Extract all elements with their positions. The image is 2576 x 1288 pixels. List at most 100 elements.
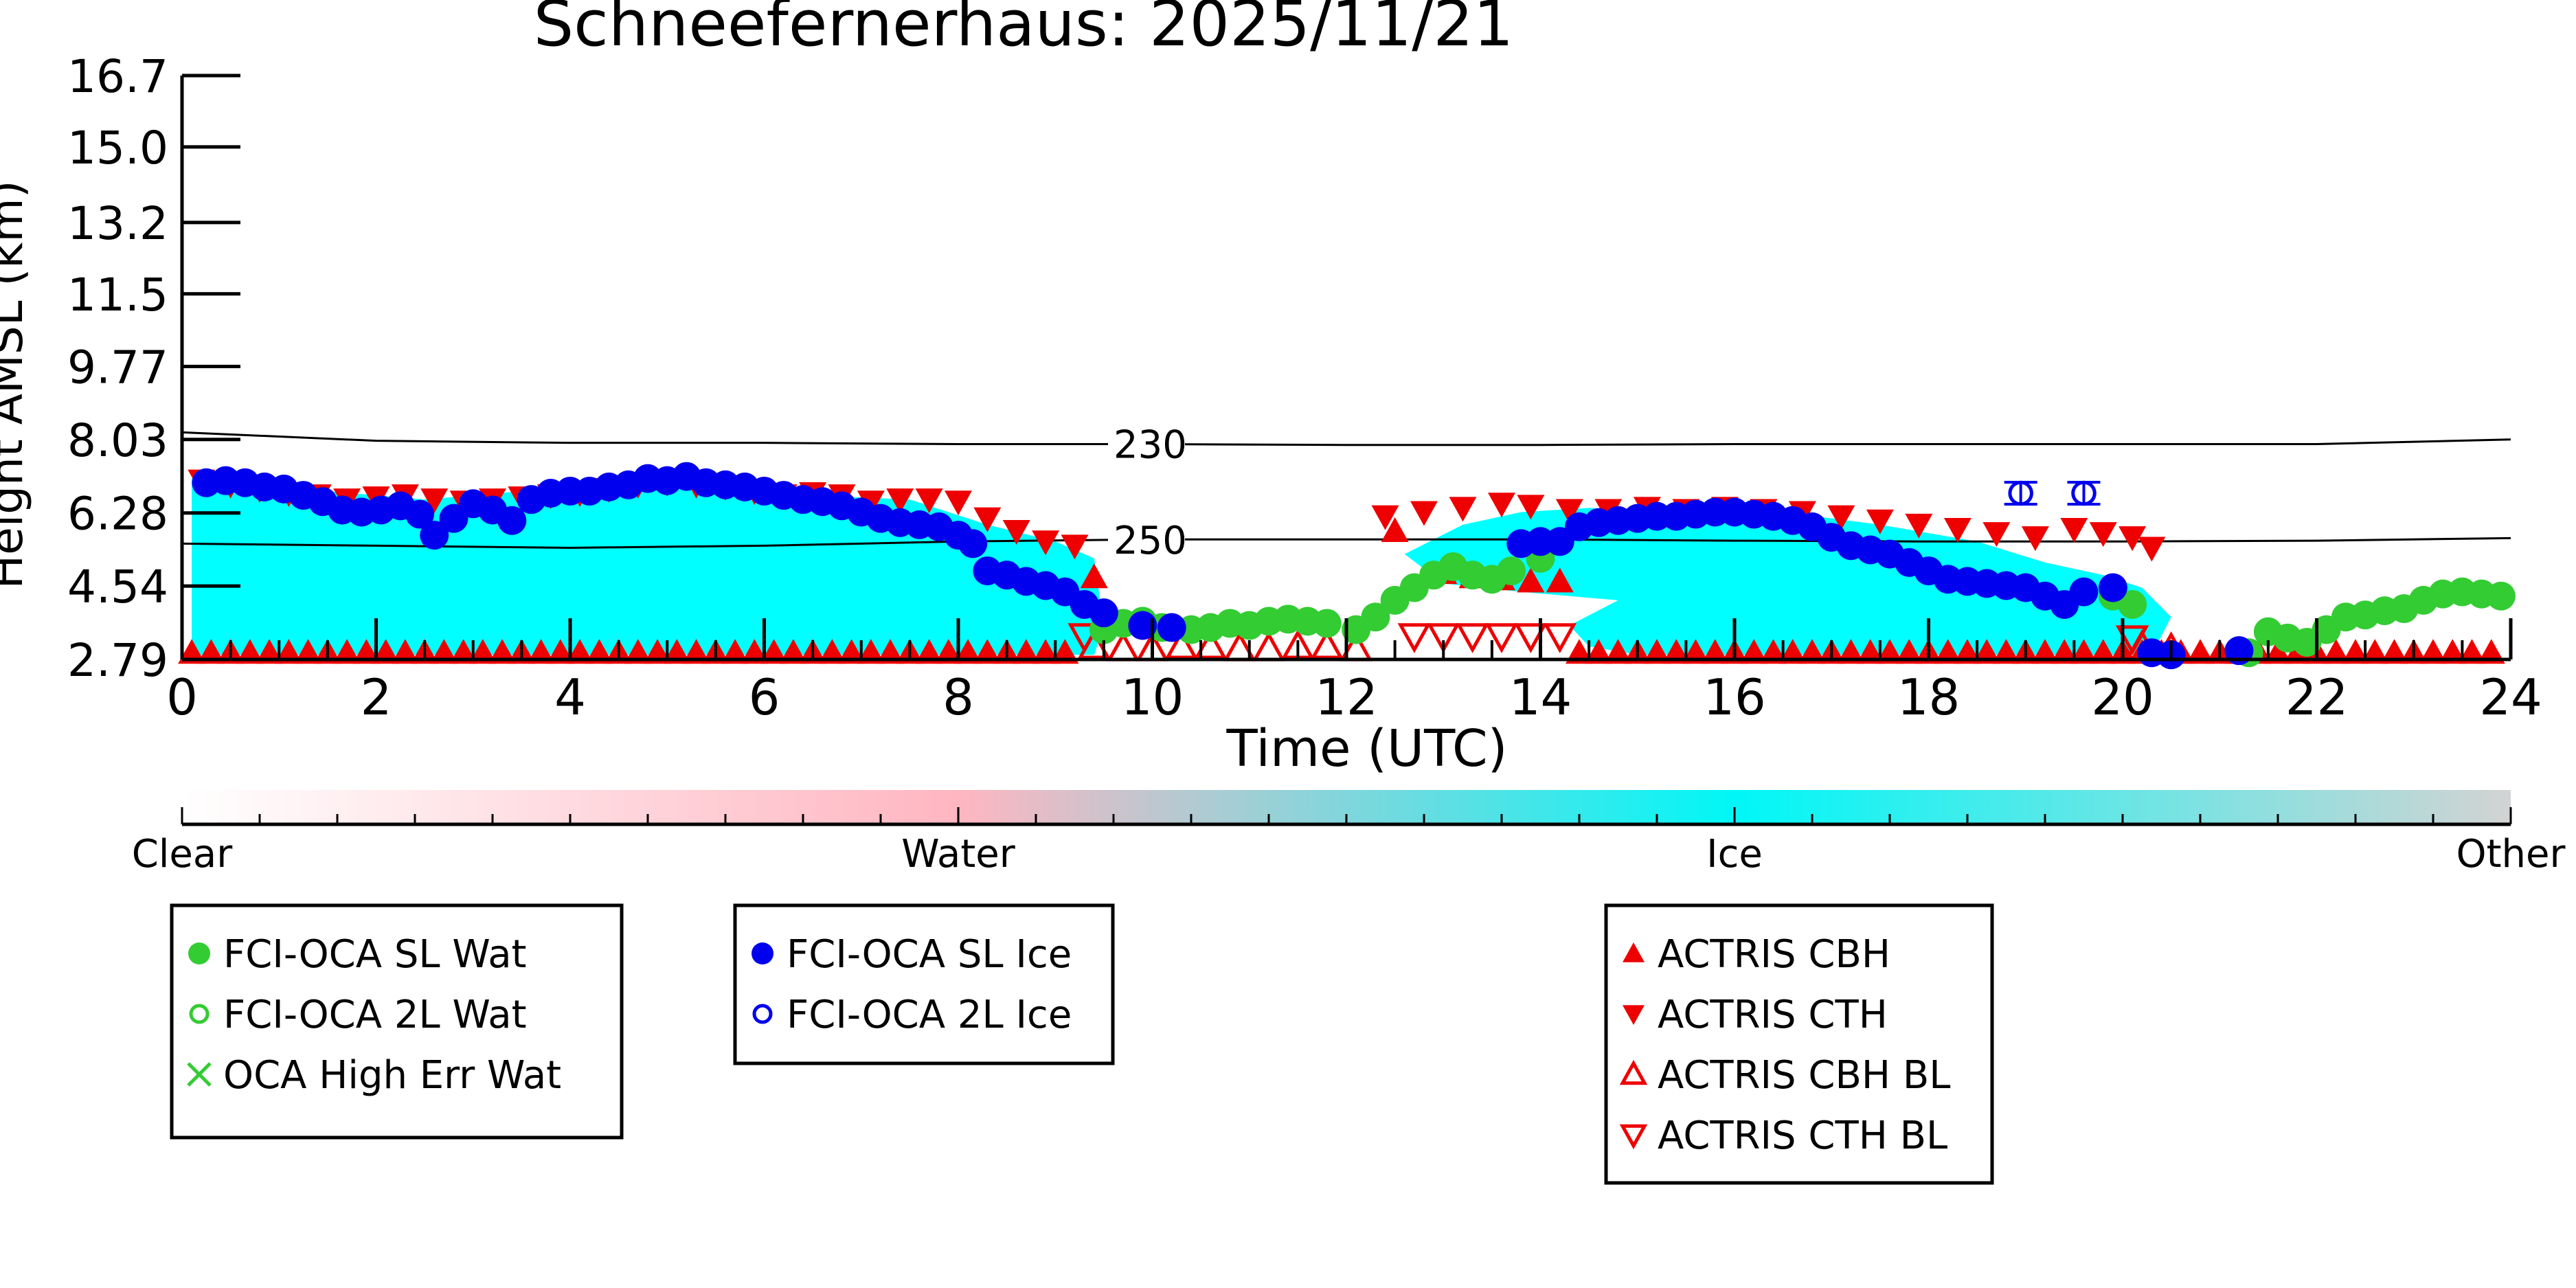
data-point [915, 488, 943, 514]
data-point [333, 639, 361, 664]
series-fci-oca-sl-wat [1089, 543, 2516, 668]
y-tick-label: 15.0 [67, 122, 168, 174]
data-point [1876, 639, 1903, 664]
legend-marker [1619, 1059, 1648, 1085]
data-point [178, 639, 206, 664]
data-point [1361, 602, 1390, 632]
data-point [391, 639, 419, 664]
data-point [488, 639, 517, 664]
data-point [1089, 598, 1118, 628]
data-point [2361, 639, 2389, 664]
data-point [1032, 530, 1060, 556]
data-point [236, 639, 264, 664]
data-point [644, 639, 672, 664]
series-fci-oca-sl-ice [192, 462, 2254, 670]
data-point [1517, 495, 1545, 520]
data-point [1954, 639, 1981, 664]
data-point [1397, 623, 1432, 653]
data-point [2060, 517, 2088, 543]
data-point [1759, 639, 1787, 664]
data-point [1497, 556, 1526, 586]
series-actris-cth-bl [1067, 623, 2149, 655]
legend-label: ACTRIS CTH [1658, 993, 1888, 1037]
legend-label: FCI-OCA SL Wat [223, 932, 527, 977]
legend-label: FCI-OCA 2L Wat [223, 993, 527, 1037]
data-point [449, 639, 477, 664]
colorbar-label-clear: Clear [132, 832, 233, 877]
data-point [663, 639, 691, 664]
colorbar-label-water: Water [901, 832, 1016, 877]
x-tick-label: 18 [1897, 668, 1961, 726]
data-point [1701, 639, 1729, 664]
y-tick-label: 4.54 [67, 561, 168, 613]
data-point [1905, 513, 1933, 539]
data-point [1546, 567, 1574, 593]
data-point [2119, 526, 2147, 552]
data-point [1856, 639, 1884, 664]
data-point [1982, 522, 2011, 547]
data-point [1371, 505, 1399, 530]
data-point [973, 639, 1002, 664]
data-point [2187, 639, 2214, 664]
y-tick-label: 6.28 [67, 488, 168, 541]
legend-label: ACTRIS CBH [1658, 932, 1890, 977]
data-point [2070, 639, 2098, 664]
legend-marker [188, 942, 210, 964]
legend-marker [189, 1004, 210, 1024]
data-point [1837, 639, 1865, 664]
data-point [1002, 520, 1030, 545]
isotherm-label-250: 250 [1114, 519, 1187, 563]
series-fci-oca-2l-ice [2004, 480, 2101, 506]
data-point [1798, 639, 1826, 664]
legend-label: FCI-OCA 2L Ice [787, 993, 1072, 1037]
data-point [2115, 625, 2149, 655]
colorbar-label-other: Other [2456, 832, 2566, 877]
data-point [294, 639, 322, 664]
data-point [1051, 639, 1079, 664]
data-point [1682, 639, 1710, 664]
data-point [352, 639, 381, 664]
data-point [2477, 639, 2505, 664]
data-point [405, 499, 435, 529]
data-point [877, 639, 905, 664]
data-point [2050, 639, 2079, 664]
legend-marker [187, 1062, 212, 1087]
data-point [256, 639, 284, 664]
legend-label: OCA High Err Wat [223, 1053, 561, 1098]
data-point [197, 639, 225, 664]
legend-3: ACTRIS CBH ACTRIS CTH ACTRIS CBH BL ACTRIS … [1604, 903, 1994, 1185]
data-point [1381, 517, 1409, 543]
y-tick-label: 13.2 [67, 197, 168, 250]
y-tick-label: 11.5 [67, 269, 168, 321]
data-point [372, 639, 400, 664]
data-point [420, 488, 449, 514]
data-point [954, 639, 982, 664]
data-point [1895, 639, 1923, 664]
data-point [857, 639, 885, 664]
y-tick-label: 2.79 [67, 634, 168, 687]
data-point [1662, 639, 1691, 664]
x-tick-label: 14 [1509, 668, 1572, 726]
data-point [1517, 567, 1545, 593]
data-point [1252, 631, 1286, 662]
isotherm-label-230: 230 [1114, 423, 1187, 468]
y-tick-label: 8.03 [67, 414, 168, 467]
x-tick-label: 20 [2091, 668, 2154, 726]
data-point [275, 639, 303, 664]
data-point [468, 639, 497, 664]
data-point [1080, 563, 1108, 589]
data-point [915, 639, 943, 664]
data-point [1449, 497, 1477, 522]
data-point [1427, 623, 1460, 653]
x-axis-label: Time (UTC) [1225, 719, 1507, 778]
data-point [1067, 623, 1101, 653]
data-point [973, 507, 1002, 532]
data-point [2342, 639, 2369, 664]
colorbar-ticks: Clear Water Ice Other [132, 807, 2566, 877]
legend-label: ACTRIS CTH BL [1658, 1114, 1947, 1158]
legends: FCI-OCA SL Wat FCI-OCA 2L Wat OCA High Err… [170, 903, 1994, 1185]
data-point [958, 529, 988, 558]
data-point [1973, 639, 2001, 664]
data-point [1128, 611, 1157, 640]
